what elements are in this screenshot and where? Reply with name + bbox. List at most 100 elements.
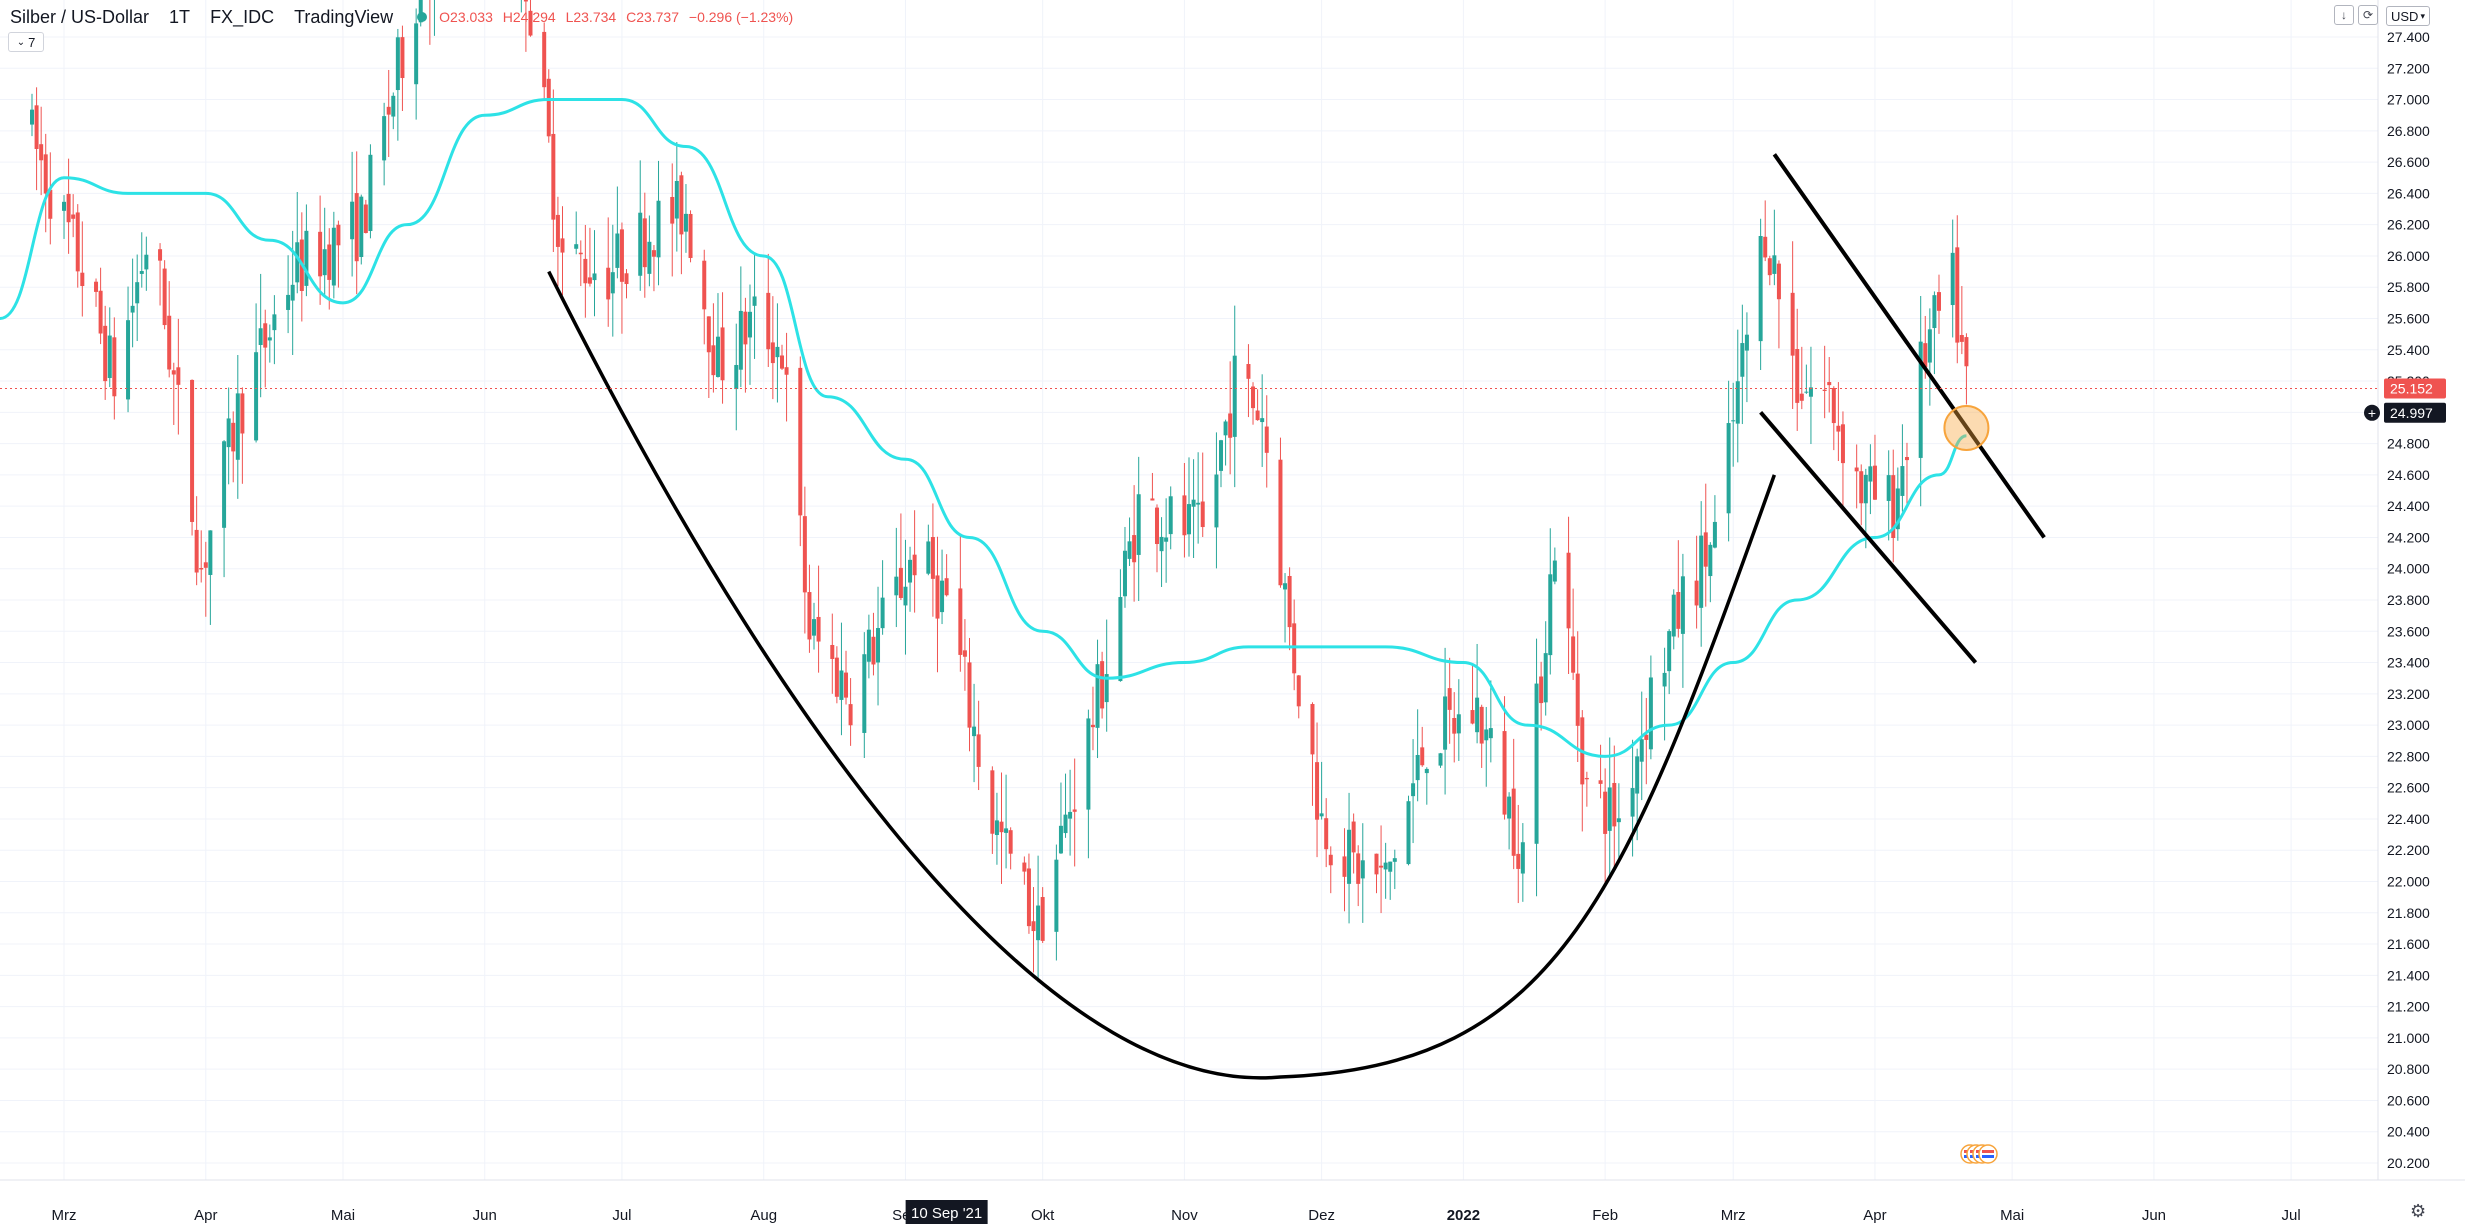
event-flag-icon[interactable] (1978, 1144, 1998, 1164)
candle (350, 151, 355, 277)
currency-label: USD (2391, 8, 2419, 24)
candle (359, 194, 364, 265)
candle-body (1072, 809, 1077, 812)
candle (1964, 333, 1969, 405)
channel-upper-line[interactable] (1772, 153, 2046, 539)
price-axis[interactable]: 20.200 20.400 20.600 20.800 21.000 21.200 21.4… (2364, 0, 2465, 1227)
drawing-layer[interactable] (547, 153, 2046, 1080)
candle-body (1315, 762, 1320, 820)
candle-body (354, 193, 359, 262)
candle-body (1379, 865, 1384, 868)
candle (75, 204, 80, 288)
gear-icon[interactable]: ⚙ (2410, 1201, 2427, 1221)
candle-body (542, 31, 547, 88)
candle (551, 89, 556, 253)
candle-body (254, 352, 259, 441)
candle-body (318, 231, 323, 277)
candle-body (1168, 496, 1173, 535)
candle (1456, 679, 1461, 761)
candle (66, 158, 71, 254)
candle (779, 344, 784, 370)
candle (1058, 782, 1063, 854)
candle (1159, 517, 1164, 587)
candle (71, 194, 76, 238)
candle-body (1040, 897, 1045, 941)
candle-body (1539, 676, 1544, 704)
candle-body (1507, 796, 1512, 819)
candle-body (1955, 247, 1960, 343)
candle-body (30, 109, 35, 125)
candle (1886, 450, 1891, 541)
refresh-icon[interactable]: ⟳ (2358, 5, 2378, 25)
candle (1603, 768, 1608, 886)
candle-body (1324, 818, 1329, 850)
candle-body (203, 562, 208, 568)
candle (542, 22, 547, 99)
candle-body (1004, 828, 1009, 833)
candle (203, 541, 208, 617)
candle (190, 379, 195, 536)
candle (1351, 813, 1356, 874)
candle-body (1374, 853, 1379, 875)
arrow-down-icon[interactable]: ↓ (2334, 5, 2354, 25)
candle-body (830, 644, 835, 659)
candle (1264, 395, 1269, 488)
candle (560, 206, 565, 296)
time-tick-label: Okt (1031, 1207, 1055, 1224)
candle-body (1552, 560, 1557, 582)
candle-body (1904, 457, 1909, 461)
channel-lower-line[interactable] (1759, 411, 1978, 664)
candle (642, 192, 647, 298)
candle-body (1159, 536, 1164, 552)
candle-body (1127, 541, 1132, 559)
candle (1479, 704, 1484, 768)
candle (1374, 853, 1379, 894)
candle (1182, 462, 1187, 558)
candle-body (414, 23, 419, 85)
candle (1100, 651, 1105, 719)
candle-body (775, 346, 780, 358)
candle-body (958, 588, 963, 655)
add-alert-icon[interactable]: + (2364, 404, 2380, 421)
candle-body (112, 337, 117, 397)
candle (592, 230, 597, 317)
time-tick-label: Aug (750, 1207, 777, 1224)
candle (711, 303, 716, 393)
cup-curve-drawing[interactable] (547, 270, 1776, 1080)
candle (862, 632, 867, 758)
candlestick-series (30, 0, 1969, 983)
candle-body (135, 282, 140, 304)
currency-select[interactable]: USD ▾ (2386, 6, 2430, 26)
candle (112, 317, 117, 420)
candle-body (1950, 252, 1955, 306)
candle (1708, 542, 1713, 603)
candle (930, 503, 935, 617)
highlight-circle[interactable] (1943, 404, 1990, 451)
candle (1086, 709, 1091, 859)
candle (1287, 567, 1292, 651)
time-tick-label: Dez (1308, 1207, 1335, 1224)
price-tick-label: 23.000 (2387, 717, 2430, 733)
candle-body (1767, 258, 1772, 276)
candle (368, 144, 373, 239)
symbol-name[interactable]: Silber / US-Dollar (10, 6, 150, 27)
candle (926, 524, 931, 576)
candle-body (1667, 631, 1672, 672)
time-tick-label: Mai (2000, 1207, 2024, 1224)
time-tick-label: Feb (1592, 1207, 1618, 1224)
interval-label[interactable]: 1T (169, 6, 191, 27)
candle-body (1095, 664, 1100, 728)
event-flags[interactable] (1960, 1144, 1998, 1164)
candle-body (848, 704, 853, 726)
indicator-toggle[interactable]: ⌄ 7 (8, 32, 44, 52)
candle (1699, 501, 1704, 647)
time-axis[interactable]: Mrz Apr Mai Jun Jul Aug Sep Okt Nov Dez 2022 Feb Mrz… (0, 1179, 2465, 1224)
candle-body (1456, 714, 1461, 734)
candle (1251, 382, 1256, 425)
candle (418, 0, 423, 27)
candle-body (935, 575, 940, 619)
candle (1154, 504, 1159, 573)
candle-body (1895, 488, 1900, 530)
source-label: TradingView (294, 6, 394, 27)
